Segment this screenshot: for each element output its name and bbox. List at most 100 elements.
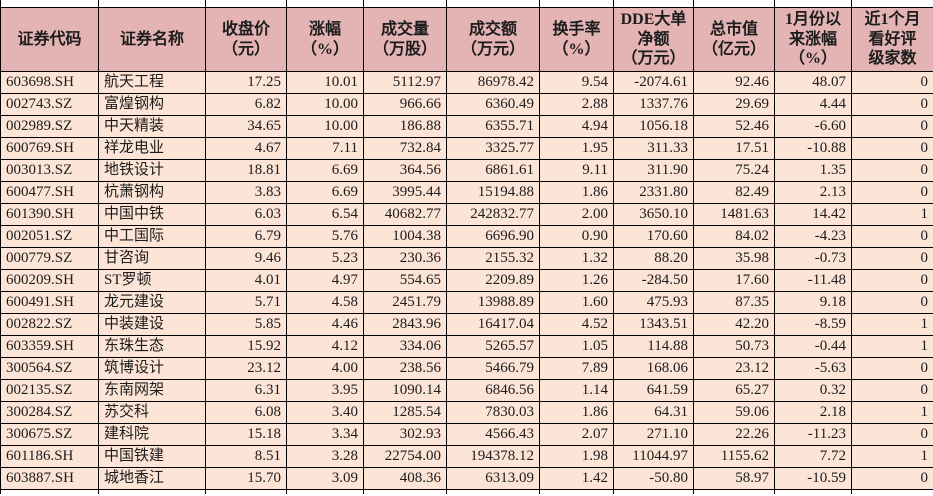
cell-close-price: 15.70 bbox=[205, 467, 287, 490]
cell-rating-count: 0 bbox=[851, 181, 933, 204]
cell-turnover: 6355.71 bbox=[446, 115, 540, 138]
cell-market-cap: 17.51 bbox=[693, 137, 775, 160]
column-header-change-pct: 涨幅 （%） bbox=[286, 7, 364, 72]
cell-code: 600769.SH bbox=[0, 137, 99, 160]
cell-dde-net: 311.90 bbox=[613, 159, 694, 182]
cell-market-cap: 84.02 bbox=[693, 225, 775, 248]
table-row: 300675.SZ 建科院 15.18 3.34 302.93 4566.43 2.07 27… bbox=[0, 423, 933, 446]
cell-rating-count: 0 bbox=[851, 247, 933, 270]
cell-dde-net: 3650.10 bbox=[613, 203, 694, 226]
cell-change-pct: 4.58 bbox=[286, 291, 364, 314]
column-header-close-price: 收盘价 （元） bbox=[205, 7, 287, 72]
cell-rating-count: 0 bbox=[851, 379, 933, 402]
cell-ytd-change: 4.44 bbox=[774, 93, 852, 116]
cell-market-cap: 35.98 bbox=[693, 247, 775, 270]
cell-market-cap: 58.97 bbox=[693, 467, 775, 490]
cell-ytd-change: -11.48 bbox=[774, 269, 852, 292]
table-row: 000779.SZ 甘咨询 9.46 5.23 230.36 2155.32 1.32 88.… bbox=[0, 247, 933, 270]
cell-ytd-change: -5.63 bbox=[774, 357, 852, 380]
cell-close-price: 8.51 bbox=[205, 445, 287, 468]
cell-volume: 22754.00 bbox=[363, 445, 447, 468]
cell-dde-net: 170.60 bbox=[613, 225, 694, 248]
cell-name: 苏交科 bbox=[98, 401, 206, 424]
cell-change-pct: 4.00 bbox=[286, 357, 364, 380]
cell-ytd-change: 2.13 bbox=[774, 181, 852, 204]
table-row: 600769.SH 祥龙电业 4.67 7.11 732.84 3325.77 1.95 31… bbox=[0, 137, 933, 160]
cell-dde-net: 1056.18 bbox=[613, 115, 694, 138]
cell-turnover-rate: 7.89 bbox=[539, 357, 614, 380]
cell-rating-count: 0 bbox=[851, 93, 933, 116]
cell-dde-net: 641.59 bbox=[613, 379, 694, 402]
cell-turnover-rate: 9.54 bbox=[539, 71, 614, 94]
cell-turnover: 6846.56 bbox=[446, 379, 540, 402]
cell-close-price: 34.65 bbox=[205, 115, 287, 138]
cell-dde-net: 1337.76 bbox=[613, 93, 694, 116]
column-header-ytd-change: 1月份以 来涨幅 （%） bbox=[774, 7, 852, 72]
cell-rating-count: 0 bbox=[851, 159, 933, 182]
cell-close-price: 6.31 bbox=[205, 379, 287, 402]
cell-turnover-rate: 2.88 bbox=[539, 93, 614, 116]
table-row: 603698.SH 航天工程 17.25 10.01 5112.97 86978.42 9.… bbox=[0, 71, 933, 94]
cell-name: 富煌钢构 bbox=[98, 93, 206, 116]
cell-dde-net: 311.33 bbox=[613, 137, 694, 160]
cell-close-price: 6.08 bbox=[205, 401, 287, 424]
header-row: 证券代码 证券名称 收盘价 （元） 涨幅 （%） 成交量 （万股） 成交额 （万… bbox=[0, 7, 933, 72]
cell-dde-net: 475.93 bbox=[613, 291, 694, 314]
cell-dde-net: -2074.61 bbox=[613, 71, 694, 94]
table-row: 601186.SH 中国铁建 8.51 3.28 22754.00 194378.12 1.… bbox=[0, 445, 933, 468]
cell-volume: 732.84 bbox=[363, 137, 447, 160]
table-row: 601390.SH 中国中铁 6.03 6.54 40682.77 242832.77 2.… bbox=[0, 203, 933, 226]
cell-change-pct: 5.23 bbox=[286, 247, 364, 270]
cell-market-cap: 29.69 bbox=[693, 93, 775, 116]
cell-volume: 230.36 bbox=[363, 247, 447, 270]
cell-ytd-change: 0.32 bbox=[774, 379, 852, 402]
cell-volume: 966.66 bbox=[363, 93, 447, 116]
cell-code: 300675.SZ bbox=[0, 423, 99, 446]
column-header-turnover-rate: 换手率 （%） bbox=[539, 7, 614, 72]
cell-turnover: 16417.04 bbox=[446, 313, 540, 336]
cell-market-cap: 42.20 bbox=[693, 313, 775, 336]
cell-rating-count: 0 bbox=[851, 467, 933, 490]
cell-ytd-change: -10.88 bbox=[774, 137, 852, 160]
cell-name: 甘咨询 bbox=[98, 247, 206, 270]
table-row: 002989.SZ 中天精装 34.65 10.00 186.88 6355.71 4.94… bbox=[0, 115, 933, 138]
cell-change-pct: 4.97 bbox=[286, 269, 364, 292]
cell-rating-count: 1 bbox=[851, 313, 933, 336]
cell-turnover: 242832.77 bbox=[446, 203, 540, 226]
cell-turnover-rate: 1.42 bbox=[539, 467, 614, 490]
table-row: 603887.SH 城地香江 15.70 3.09 408.36 6313.09 1.42-… bbox=[0, 467, 933, 490]
cell-market-cap: 82.49 bbox=[693, 181, 775, 204]
cell-volume: 238.56 bbox=[363, 357, 447, 380]
cell-ytd-change: -4.23 bbox=[774, 225, 852, 248]
cell-turnover: 3325.77 bbox=[446, 137, 540, 160]
cell-turnover: 13988.89 bbox=[446, 291, 540, 314]
cell-turnover-rate: 1.26 bbox=[539, 269, 614, 292]
cell-volume: 1285.54 bbox=[363, 401, 447, 424]
cell-name: 建科院 bbox=[98, 423, 206, 446]
cell-dde-net: 11044.97 bbox=[613, 445, 694, 468]
cell-close-price: 4.01 bbox=[205, 269, 287, 292]
cell-code: 002743.SZ bbox=[0, 93, 99, 116]
cell-turnover: 4566.43 bbox=[446, 423, 540, 446]
cell-close-price: 9.46 bbox=[205, 247, 287, 270]
cell-market-cap: 23.12 bbox=[693, 357, 775, 380]
cell-market-cap: 59.06 bbox=[693, 401, 775, 424]
cell-turnover-rate: 1.05 bbox=[539, 335, 614, 358]
cell-volume: 364.56 bbox=[363, 159, 447, 182]
cell-turnover-rate: 9.11 bbox=[539, 159, 614, 182]
cell-volume: 5112.97 bbox=[363, 71, 447, 94]
cell-close-price: 4.67 bbox=[205, 137, 287, 160]
cell-close-price: 23.12 bbox=[205, 357, 287, 380]
cell-code: 002051.SZ bbox=[0, 225, 99, 248]
column-header-name: 证券名称 bbox=[98, 7, 206, 72]
cell-turnover-rate: 0.90 bbox=[539, 225, 614, 248]
table-row: 600491.SH 龙元建设 5.71 4.58 2451.79 13988.89 1.60… bbox=[0, 291, 933, 314]
column-header-volume: 成交量 （万股） bbox=[363, 7, 447, 72]
cell-volume: 554.65 bbox=[363, 269, 447, 292]
cell-change-pct: 7.11 bbox=[286, 137, 364, 160]
cell-rating-count: 0 bbox=[851, 137, 933, 160]
table-row: 600209.SH ST罗顿 4.01 4.97 554.65 2209.89 1.26 -2… bbox=[0, 269, 933, 292]
cell-code: 600477.SH bbox=[0, 181, 99, 204]
cell-close-price: 6.79 bbox=[205, 225, 287, 248]
cell-code: 002989.SZ bbox=[0, 115, 99, 138]
